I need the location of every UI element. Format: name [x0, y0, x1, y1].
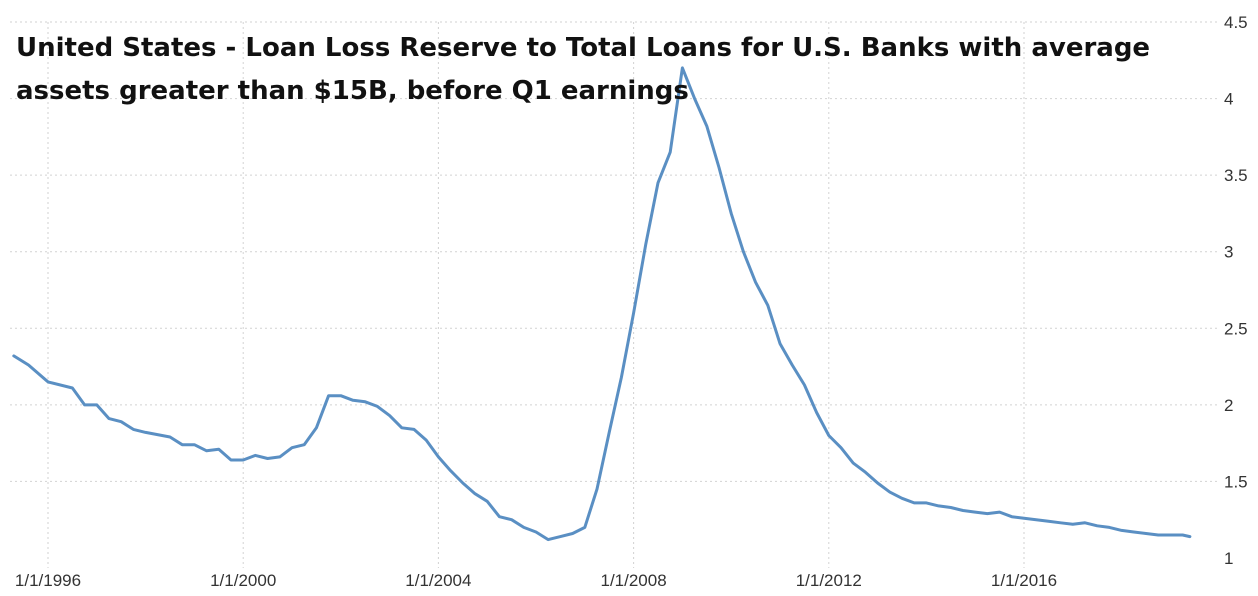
- y-tick-label: 1.5: [1224, 472, 1248, 491]
- y-tick-label: 4.5: [1224, 13, 1248, 32]
- y-axis-ticks: 1 1.5 2 2.5 3 3.5 4 4.5: [1224, 13, 1248, 568]
- series-line: [12, 66, 1192, 542]
- x-tick-label: 1/1/2008: [601, 571, 667, 590]
- y-tick-label: 2.5: [1224, 319, 1248, 338]
- y-tick-label: 2: [1224, 396, 1233, 415]
- chart-title: United States - Loan Loss Reserve to Tot…: [16, 33, 1150, 106]
- y-tick-label: 3: [1224, 243, 1233, 262]
- grid-layer: [10, 21, 1218, 568]
- x-tick-label: 1/1/1996: [15, 571, 81, 590]
- y-tick-label: 3.5: [1224, 166, 1248, 185]
- y-tick-label: 4: [1224, 90, 1233, 109]
- x-tick-label: 1/1/2000: [210, 571, 276, 590]
- x-axis-ticks: 1/1/1996 1/1/2000 1/1/2004 1/1/2008 1/1/2012…: [15, 571, 1057, 590]
- chart-title-line-1: United States - Loan Loss Reserve to Tot…: [16, 33, 1150, 63]
- chart-title-line-2: assets greater than $15B, before Q1 earn…: [16, 76, 689, 106]
- x-tick-label: 1/1/2004: [405, 571, 471, 590]
- x-tick-label: 1/1/2012: [796, 571, 862, 590]
- y-tick-label: 1: [1224, 549, 1233, 568]
- x-tick-label: 1/1/2016: [991, 571, 1057, 590]
- series-layer: [12, 66, 1192, 542]
